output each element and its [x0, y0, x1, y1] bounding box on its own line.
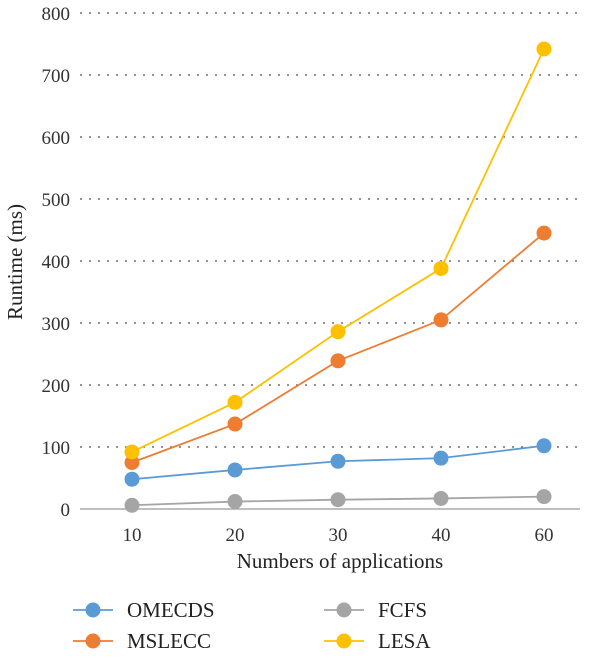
y-tick-label: 0	[61, 500, 71, 521]
legend-marker	[336, 633, 352, 649]
data-point	[536, 41, 552, 57]
series-line	[131, 232, 545, 464]
legend-label: LESA	[378, 629, 431, 653]
data-point	[330, 324, 346, 340]
y-tick-label: 500	[42, 190, 71, 211]
data-point	[433, 312, 449, 328]
legend-item-mslecc: MSLECC	[73, 629, 211, 653]
data-point	[330, 353, 346, 369]
data-point	[536, 489, 552, 505]
x-tick-label: 40	[432, 525, 451, 546]
data-point	[330, 453, 346, 469]
y-tick-label: 300	[42, 314, 71, 335]
legend-marker	[85, 633, 101, 649]
x-tick-label: 30	[329, 525, 348, 546]
legend-item-lesa: LESA	[324, 629, 431, 653]
y-axis-ticks: 0 100 200 300 400 500 600 700 800	[42, 4, 71, 521]
legend-marker	[85, 602, 101, 618]
data-point	[227, 394, 243, 410]
data-point	[124, 455, 140, 470]
x-tick-label: 20	[226, 525, 245, 546]
series-omecds	[124, 438, 552, 487]
legend-item-fcfs: FCFS	[324, 598, 427, 622]
series-layer	[124, 41, 552, 513]
series-line	[131, 48, 545, 453]
y-tick-label: 200	[42, 376, 71, 397]
legend-item-omecds: OMECDS	[73, 598, 215, 622]
series-mslecc	[124, 225, 552, 470]
data-point	[227, 494, 243, 510]
y-tick-label: 100	[42, 438, 71, 459]
data-point	[330, 492, 346, 508]
data-point	[536, 438, 552, 454]
grid-lines	[80, 12, 580, 448]
series-lesa	[124, 41, 552, 460]
legend-label: FCFS	[378, 598, 427, 622]
data-point	[124, 444, 140, 460]
legend-label: OMECDS	[127, 598, 215, 622]
data-point	[433, 450, 449, 466]
legend: OMECDS MSLECC FCFS LESA	[73, 598, 431, 653]
series-fcfs	[124, 489, 552, 513]
data-point	[536, 225, 552, 241]
y-tick-label: 700	[42, 66, 71, 87]
y-tick-label: 600	[42, 128, 71, 149]
x-tick-label: 60	[535, 525, 554, 546]
data-point	[433, 490, 449, 506]
y-tick-label: 800	[42, 4, 71, 25]
data-point	[124, 497, 140, 513]
x-tick-label: 10	[123, 525, 142, 546]
legend-label: MSLECC	[127, 629, 211, 653]
data-point	[124, 471, 140, 487]
x-axis-ticks: 10 20 30 40 60	[123, 525, 554, 546]
data-point	[227, 416, 243, 432]
legend-marker	[336, 602, 352, 618]
y-tick-label: 400	[42, 252, 71, 273]
x-axis-title: Numbers of applications	[237, 549, 443, 573]
data-point	[227, 462, 243, 478]
y-axis-title: Runtime (ms)	[3, 204, 27, 320]
data-point	[433, 260, 449, 276]
